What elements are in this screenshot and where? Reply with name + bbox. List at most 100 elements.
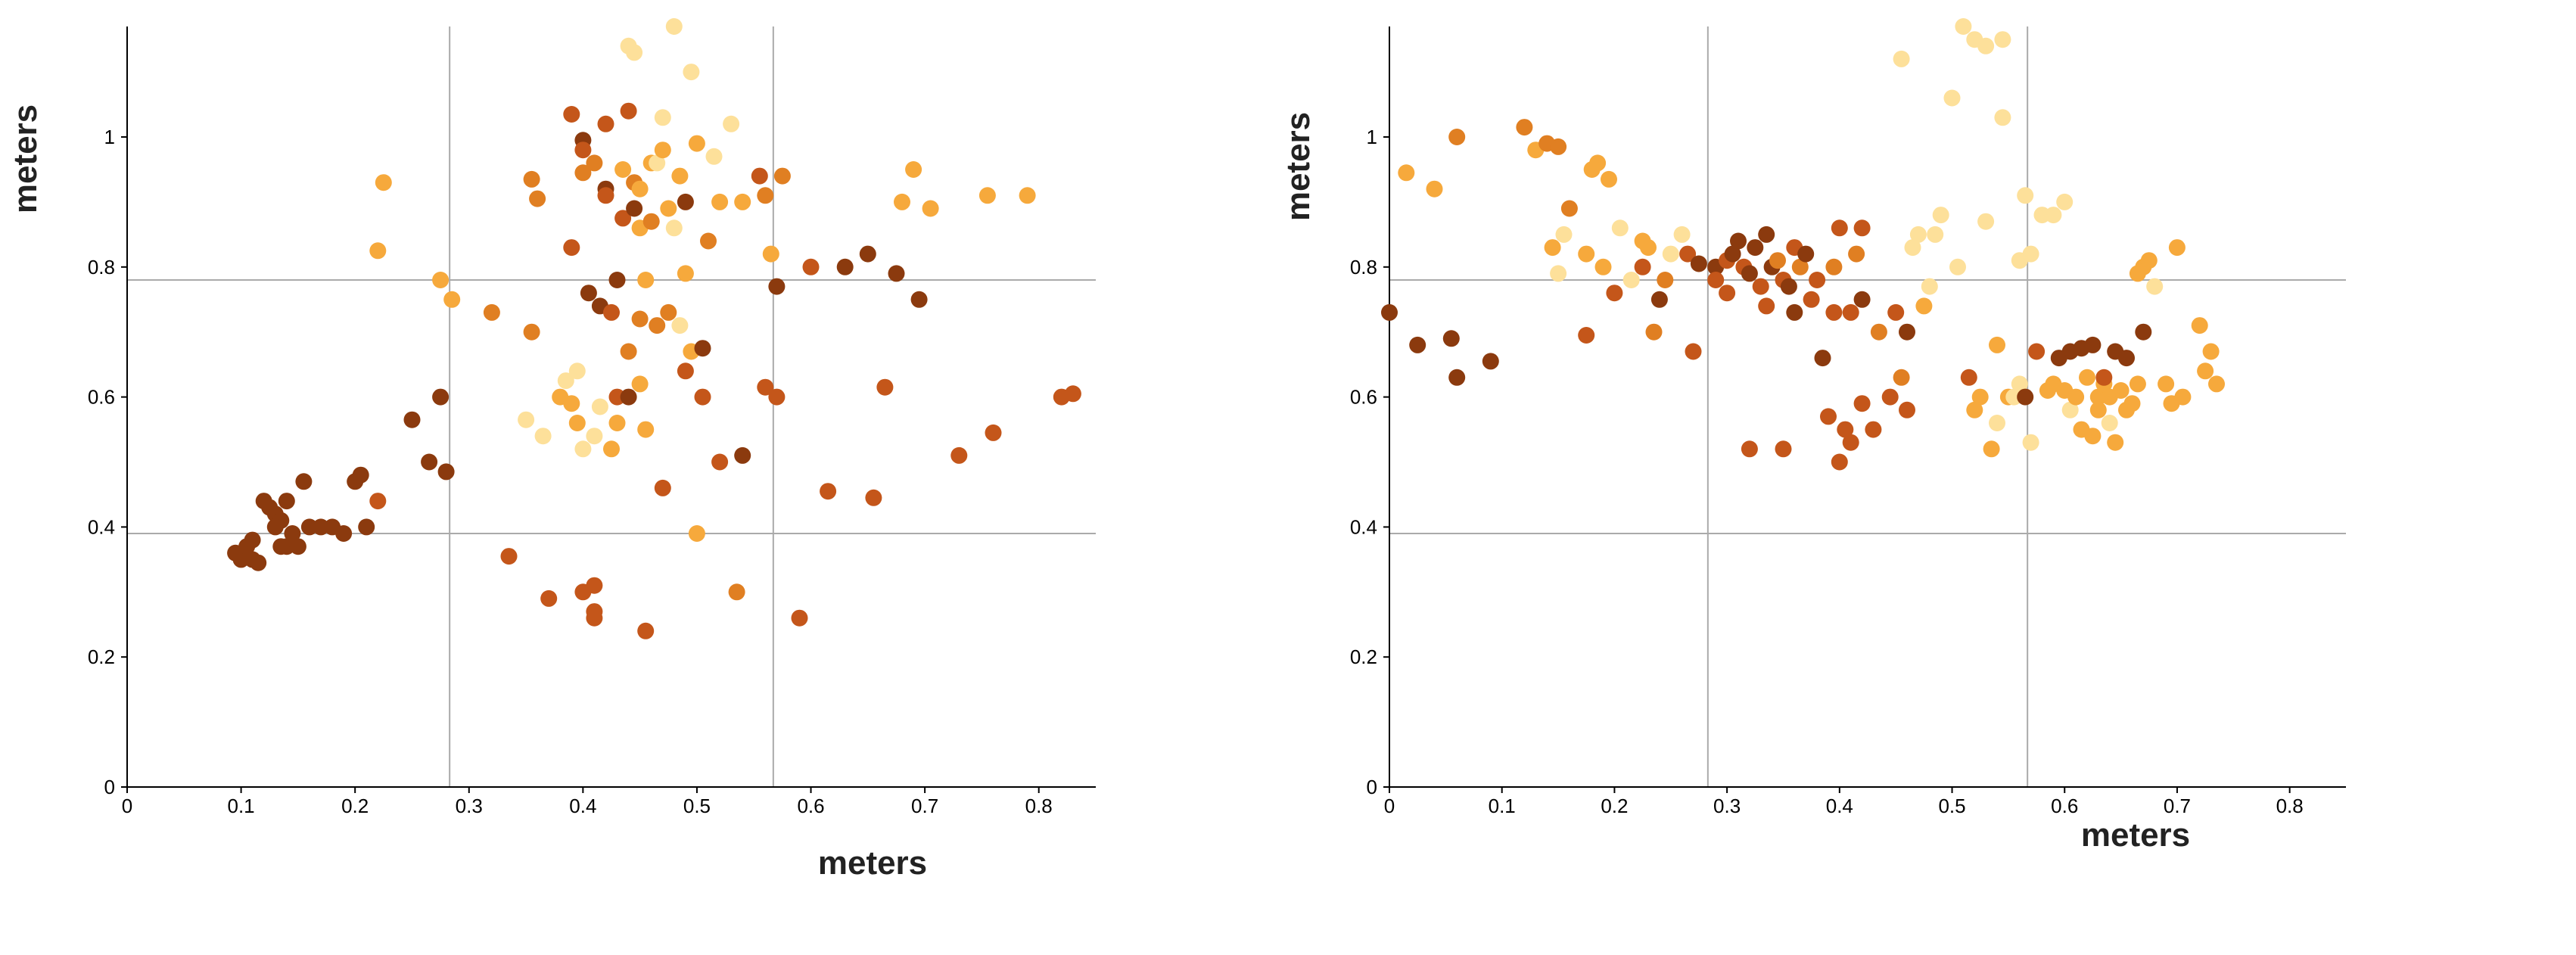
scatter-point bbox=[586, 577, 603, 594]
scatter-point bbox=[2123, 395, 2141, 412]
scatter-point bbox=[1831, 453, 1848, 471]
scatter-point bbox=[711, 193, 729, 210]
scatter-panel-right: 0 0.1 0.2 0.3 0.4 0.5 0.6 0.7 0.8 0 0.2 0.4 0.6 0.8 1 … bbox=[1286, 0, 2573, 955]
scatter-point bbox=[608, 272, 626, 288]
scatter-point bbox=[2067, 388, 2085, 406]
scatter-point bbox=[574, 164, 592, 182]
scatter-point bbox=[1482, 353, 1499, 370]
scatter-point bbox=[1803, 291, 1820, 308]
x-tick-label: 0.7 bbox=[911, 795, 938, 817]
scatter-point bbox=[534, 428, 552, 445]
scatter-point bbox=[1775, 440, 1792, 458]
scatter-point bbox=[1797, 245, 1815, 263]
scatter-point bbox=[1865, 421, 1882, 438]
x-tick-label: 0.3 bbox=[456, 795, 483, 817]
y-tick-label: 0.2 bbox=[88, 645, 115, 668]
scatter-point bbox=[358, 518, 375, 536]
scatter-point bbox=[671, 317, 689, 334]
scatter-point bbox=[865, 489, 882, 506]
scatter-point bbox=[369, 493, 387, 510]
scatter-point bbox=[1381, 303, 1398, 321]
scatter-point bbox=[751, 167, 768, 185]
scatter-point bbox=[1578, 245, 1595, 263]
x-tick-label: 0.5 bbox=[683, 795, 711, 817]
y-tick-label: 1 bbox=[104, 126, 115, 148]
scatter-point bbox=[2129, 375, 2146, 393]
scatter-point bbox=[1634, 258, 1651, 275]
scatter-point bbox=[603, 303, 620, 321]
scatter-point bbox=[1853, 395, 1871, 412]
x-axis-title: meters bbox=[2081, 817, 2190, 854]
scatter-point bbox=[518, 411, 535, 428]
scatter-point bbox=[574, 440, 592, 458]
scatter-point bbox=[300, 518, 318, 536]
scatter-point bbox=[671, 167, 689, 185]
scatter-point bbox=[1977, 213, 1995, 230]
scatter-point bbox=[734, 446, 751, 464]
x-tick-label: 0 bbox=[122, 795, 132, 817]
scatter-point bbox=[1662, 245, 1679, 263]
scatter-point bbox=[266, 518, 284, 536]
scatter-point bbox=[894, 193, 910, 210]
scatter-point bbox=[757, 187, 774, 204]
y-tick-label: 0.8 bbox=[88, 256, 115, 278]
scatter-point bbox=[1893, 50, 1910, 67]
scatter-point bbox=[1448, 129, 1466, 145]
scatter-point bbox=[1971, 388, 1989, 406]
scatter-point bbox=[1915, 297, 1933, 315]
y-tick-label: 1 bbox=[1367, 126, 1377, 148]
scatter-point bbox=[2022, 245, 2039, 263]
scatter-point bbox=[1809, 272, 1826, 288]
scatter-point bbox=[1842, 303, 1859, 321]
scatter-point bbox=[2028, 343, 2046, 360]
scatter-point bbox=[523, 170, 540, 188]
scatter-point bbox=[1690, 255, 1707, 272]
scatter-point bbox=[1887, 303, 1905, 321]
x-tick-label: 0.5 bbox=[1938, 795, 1965, 817]
scatter-point bbox=[694, 340, 711, 357]
scatter-point bbox=[574, 142, 592, 159]
scatter-point bbox=[1719, 285, 1736, 302]
scatter-point bbox=[1899, 401, 1915, 418]
scatter-point bbox=[1904, 239, 1921, 257]
scatter-point bbox=[1657, 272, 1674, 288]
x-tick-label: 0.6 bbox=[2051, 795, 2078, 817]
y-tick-label: 0.4 bbox=[88, 515, 115, 538]
scatter-point bbox=[2208, 375, 2225, 393]
x-tick-label: 0.3 bbox=[1713, 795, 1741, 817]
scatter-point bbox=[1426, 180, 1443, 198]
scatter-point bbox=[563, 239, 580, 257]
scatter-point bbox=[2174, 388, 2192, 406]
scatter-point bbox=[1645, 323, 1663, 341]
scatter-point bbox=[1780, 278, 1797, 295]
scatter-point bbox=[2017, 187, 2034, 204]
scatter-point bbox=[626, 44, 643, 61]
scatter-point bbox=[688, 135, 705, 152]
scatter-point bbox=[608, 415, 626, 431]
scatter-point bbox=[557, 372, 574, 390]
scatter-point bbox=[603, 440, 620, 458]
scatter-point bbox=[626, 200, 643, 217]
scatter-point bbox=[642, 213, 660, 230]
scatter-point bbox=[637, 421, 655, 438]
scatter-chart-left: 0 0.1 0.2 0.3 0.4 0.5 0.6 0.7 0.800.20.40.60.81 … bbox=[7, 18, 1096, 882]
scatter-point bbox=[1927, 226, 1944, 243]
scatter-point bbox=[580, 285, 597, 302]
scatter-point bbox=[700, 232, 717, 250]
scatter-point bbox=[568, 415, 586, 431]
scatter-point bbox=[1842, 434, 1859, 451]
scatter-point bbox=[768, 278, 786, 295]
scatter-point bbox=[688, 525, 705, 542]
scatter-point bbox=[2112, 382, 2130, 399]
scatter-point bbox=[1578, 327, 1595, 344]
scatter-point bbox=[540, 589, 558, 607]
scatter-point bbox=[660, 303, 677, 321]
scatter-point bbox=[1820, 408, 1837, 425]
scatter-point bbox=[2168, 239, 2186, 257]
scatter-point bbox=[631, 375, 649, 393]
scatter-point bbox=[2084, 336, 2102, 353]
scatter-point bbox=[1611, 219, 1629, 237]
scatter-point bbox=[978, 187, 996, 204]
scatter-point bbox=[1870, 323, 1887, 341]
x-tick-label: 0.1 bbox=[1489, 795, 1516, 817]
